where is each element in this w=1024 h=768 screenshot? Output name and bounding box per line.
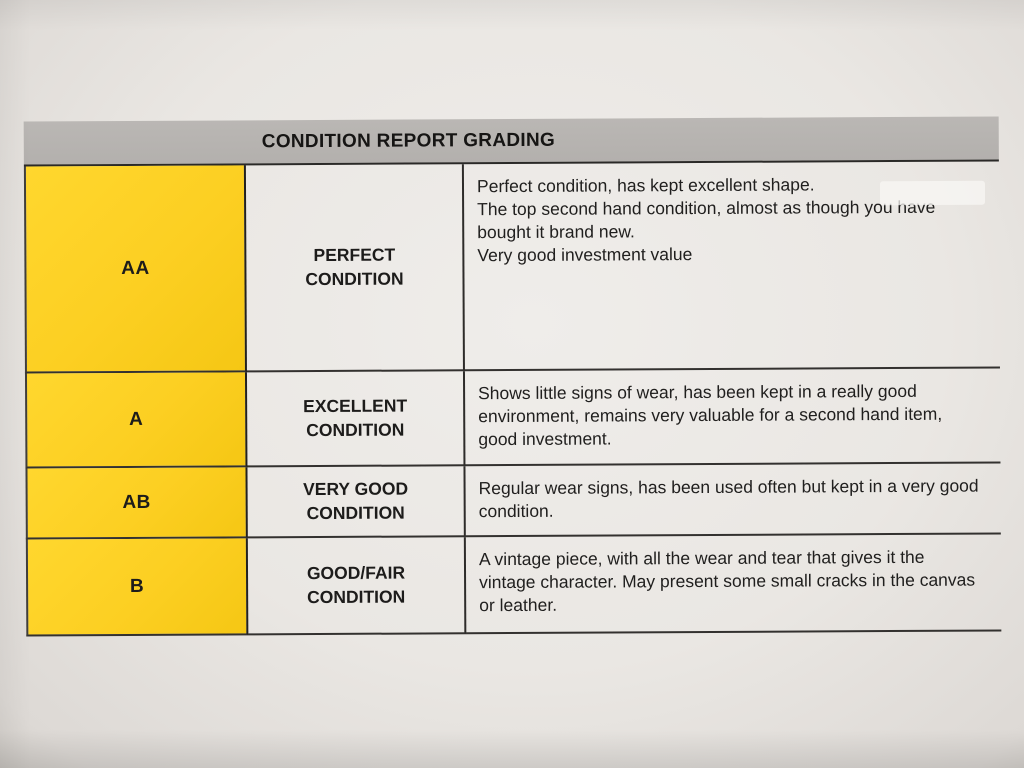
- condition-cell-b: GOOD/FAIR CONDITION: [247, 537, 467, 636]
- description-paragraph: Shows little signs of wear, has been kep…: [478, 380, 943, 450]
- table-header: CONDITION REPORT GRADING: [23, 116, 999, 167]
- grade-cell-aa: AA: [23, 165, 247, 374]
- grade-cell-a: A: [24, 372, 248, 469]
- grade-cell-b: B: [25, 538, 249, 637]
- description-cell-b: A vintage piece, with all the wear and t…: [465, 534, 1002, 635]
- description-cell-aa: Perfect condition, has kept excellent sh…: [463, 161, 1000, 372]
- condition-cell-a: EXCELLENT CONDITION: [246, 371, 466, 468]
- grade-label: A: [129, 408, 144, 430]
- description-cell-a: Shows little signs of wear, has been kep…: [464, 368, 1001, 467]
- condition-label: GOOD/FAIR CONDITION: [306, 562, 406, 607]
- description-paragraph: Perfect condition, has kept excellent sh…: [476, 174, 815, 197]
- condition-label: PERFECT CONDITION: [305, 244, 404, 289]
- grade-label: B: [129, 575, 145, 597]
- description-paragraph: The top second hand condition, almost as…: [477, 196, 936, 243]
- description-paragraph: Very good investment value: [477, 244, 693, 266]
- description-paragraph: Regular wear signs, has been used often …: [478, 475, 979, 522]
- grade-cell-ab: AB: [25, 467, 248, 540]
- condition-label: VERY GOOD CONDITION: [303, 478, 409, 523]
- description-cell-ab: Regular wear signs, has been used often …: [465, 463, 1001, 538]
- grade-label: AB: [122, 491, 151, 513]
- condition-grading-table: CONDITION REPORT GRADING AA PERFECT COND…: [23, 116, 1002, 637]
- condition-cell-aa: PERFECT CONDITION: [245, 164, 465, 373]
- grade-label: AA: [121, 257, 150, 279]
- description-paragraph: A vintage piece, with all the wear and t…: [478, 546, 976, 616]
- table-title: CONDITION REPORT GRADING: [261, 129, 556, 152]
- condition-cell-ab: VERY GOOD CONDITION: [247, 466, 466, 539]
- condition-label: EXCELLENT CONDITION: [303, 395, 408, 440]
